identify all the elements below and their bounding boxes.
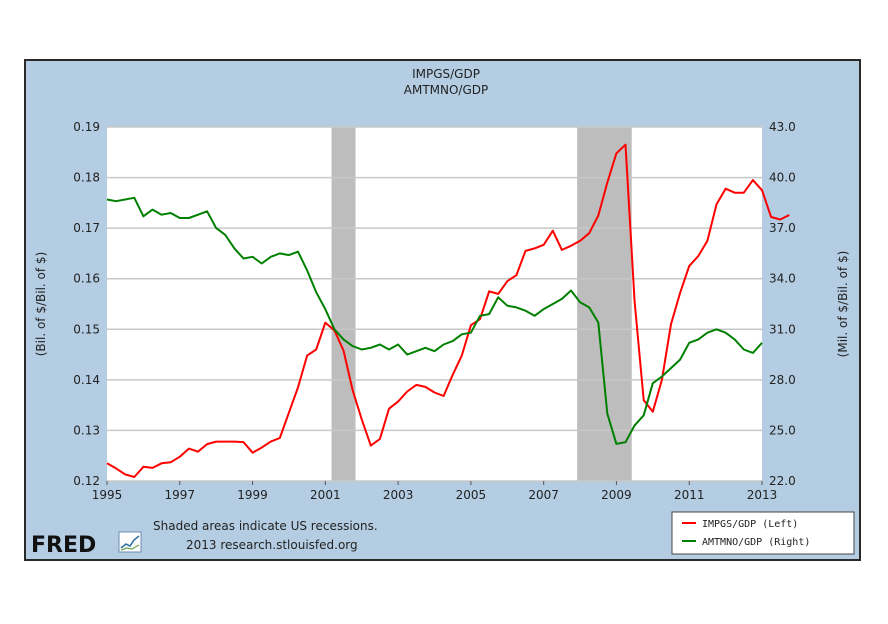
right-axis-ticks: 43.0 40.0 37.0 34.0 31.0 28.0 25.0 22.0 (769, 120, 796, 488)
left-tick-label: 0.18 (73, 171, 100, 185)
right-tick-label: 43.0 (769, 120, 796, 134)
fred-logo: FRED (31, 531, 142, 558)
orders-gdp-line (106, 196, 763, 445)
chart-subtitle: AMTMNO/GDP (404, 83, 489, 97)
legend-label-orders: AMTMNO/GDP (Right) (702, 537, 810, 548)
plot-area (107, 127, 762, 481)
right-axis-label: (Mil. of $/Bil. of $) (836, 251, 850, 358)
x-tick-label: 2009 (601, 488, 632, 502)
left-tick-label: 0.12 (73, 474, 100, 488)
source-note: 2013 research.stlouisfed.org (186, 538, 358, 552)
series-lines (106, 143, 790, 478)
left-tick-label: 0.14 (73, 373, 100, 387)
x-axis-ticks: 1995 1997 1999 2001 2003 2005 2007 2009 2011 2013 (92, 481, 778, 502)
x-tick-label: 1999 (237, 488, 268, 502)
fred-chart-icon (118, 531, 142, 553)
x-tick-label: 2001 (310, 488, 341, 502)
fred-logo-text: FRED (31, 533, 96, 558)
right-tick-label: 25.0 (769, 423, 796, 437)
recession-shading (331, 127, 632, 481)
right-tick-label: 28.0 (769, 373, 796, 387)
legend: IMPGS/GDP (Left) AMTMNO/GDP (Right) (671, 511, 855, 555)
x-tick-label: 2013 (747, 488, 778, 502)
x-tick-label: 2011 (674, 488, 705, 502)
x-tick-label: 1995 (92, 488, 123, 502)
imports-gdp-line (106, 143, 790, 478)
x-tick-label: 2007 (528, 488, 559, 502)
x-tick-label: 2003 (383, 488, 414, 502)
legend-label-imports: IMPGS/GDP (Left) (702, 519, 798, 530)
chart-title: IMPGS/GDP (412, 67, 480, 81)
right-tick-label: 40.0 (769, 171, 796, 185)
left-tick-label: 0.15 (73, 322, 100, 336)
left-tick-label: 0.16 (73, 272, 100, 286)
x-tick-label: 2005 (456, 488, 487, 502)
left-tick-label: 0.17 (73, 221, 100, 235)
right-tick-label: 31.0 (769, 322, 796, 336)
left-axis-label: (Bil. of $/Bil. of $) (34, 252, 48, 357)
left-tick-label: 0.13 (73, 423, 100, 437)
x-tick-label: 1997 (165, 488, 196, 502)
left-axis-ticks: 0.19 0.18 0.17 0.16 0.15 0.14 0.13 0.12 (73, 120, 100, 488)
legend-box (671, 511, 855, 555)
right-tick-label: 37.0 (769, 221, 796, 235)
recession-band (331, 127, 356, 481)
right-tick-label: 22.0 (769, 474, 796, 488)
recession-note: Shaded areas indicate US recessions. (153, 519, 378, 533)
recession-band (577, 127, 632, 481)
left-tick-label: 0.19 (73, 120, 100, 134)
right-tick-label: 34.0 (769, 272, 796, 286)
